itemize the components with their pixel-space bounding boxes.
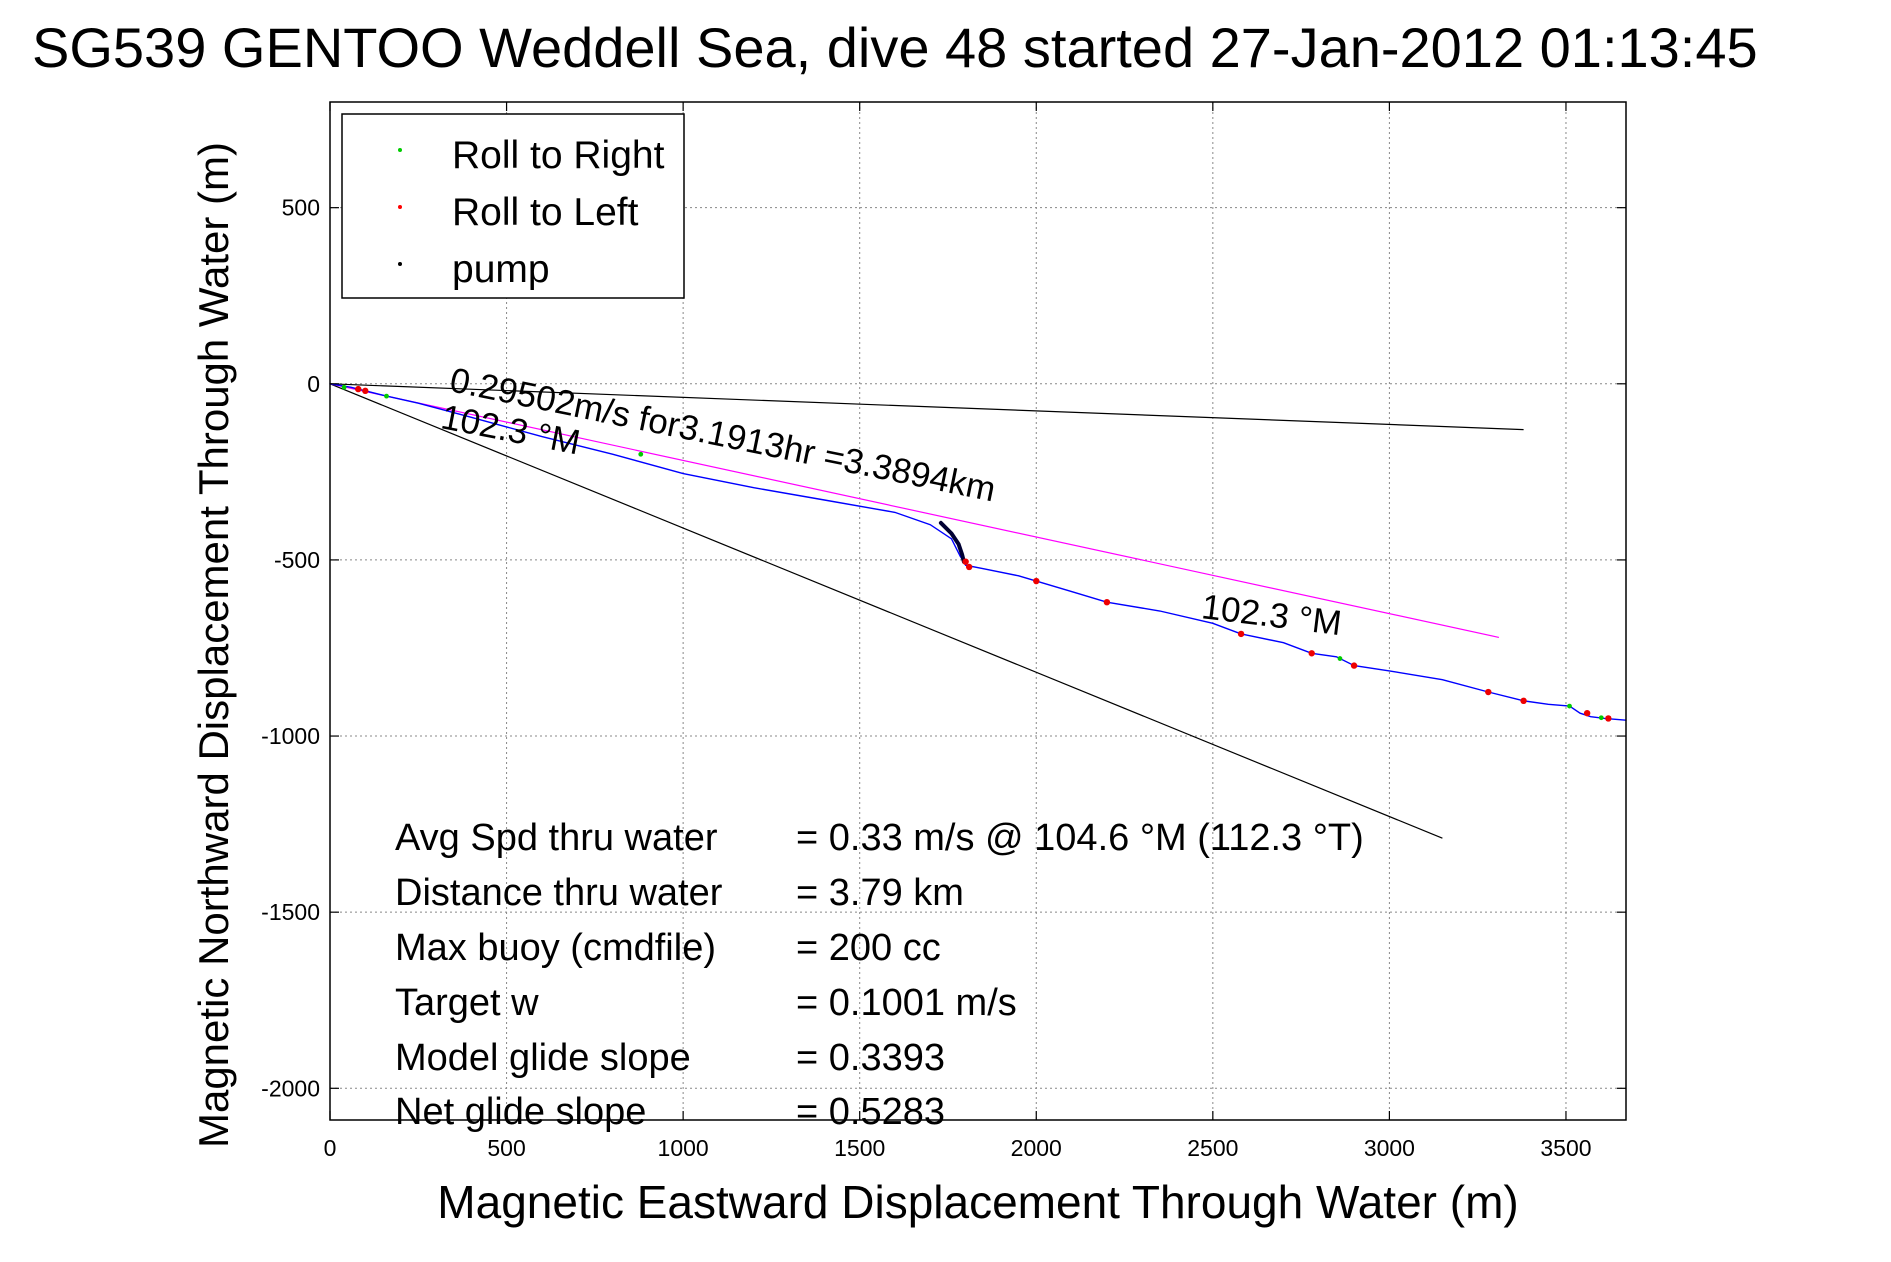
- roll-left-marker: [1237, 630, 1245, 638]
- pump-track-segment: [938, 520, 966, 564]
- y-tick-label: -1000: [261, 723, 320, 749]
- stat-label-model-glide: Model glide slope: [395, 1037, 691, 1079]
- roll-right-marker: [638, 451, 644, 457]
- stat-label-avg-speed: Avg Spd thru water: [395, 817, 718, 859]
- y-tick-label: -500: [274, 547, 320, 573]
- stat-label-distance: Distance thru water: [395, 872, 723, 914]
- roll-left-marker: [965, 563, 973, 571]
- stat-value-avg-speed: = 0.33 m/s @ 104.6 °M (112.3 °T): [796, 817, 1364, 859]
- y-axis-ticks: 500 0 -500 -1000 -1500 -2000: [261, 195, 1626, 1101]
- stats-block: Avg Spd thru water = 0.33 m/s @ 104.6 °M…: [395, 817, 1364, 1133]
- x-axis-label: Magnetic Eastward Displacement Through W…: [437, 1176, 1518, 1228]
- mean-velocity-line: [329, 383, 1500, 638]
- roll-right-marker: [341, 384, 347, 390]
- roll-markers: [341, 384, 1612, 722]
- roll-left-marker: [355, 385, 362, 393]
- y-tick-label: -2000: [261, 1075, 320, 1101]
- y-tick-label: -1500: [261, 899, 320, 925]
- stat-value-target-w: = 0.1001 m/s: [796, 982, 1017, 1024]
- reference-lines: [329, 383, 1524, 839]
- x-tick-label: 2000: [1011, 1135, 1062, 1161]
- legend-marker-roll-left: [398, 205, 402, 209]
- x-tick-label: 0: [324, 1135, 337, 1161]
- roll-left-marker: [1103, 598, 1111, 606]
- track-series: [329, 383, 1627, 721]
- stat-label-target-w: Target w: [395, 982, 539, 1024]
- roll-left-marker: [962, 558, 969, 565]
- legend-marker-roll-right: [398, 148, 402, 152]
- legend: Roll to Right Roll to Left pump: [341, 113, 685, 299]
- x-tick-label: 500: [487, 1135, 525, 1161]
- y-axis-label: Magnetic Northward Displacement Through …: [190, 142, 237, 1148]
- roll-right-marker: [1337, 656, 1343, 661]
- legend-label-roll-right: Roll to Right: [452, 134, 665, 177]
- roll-right-marker: [1598, 715, 1604, 721]
- legend-label-roll-left: Roll to Left: [452, 191, 639, 234]
- stat-value-model-glide: = 0.3393: [796, 1037, 945, 1079]
- stat-value-max-buoy: = 200 cc: [796, 927, 941, 969]
- roll-left-marker: [1605, 715, 1612, 722]
- heading-reference-line: [329, 383, 1524, 431]
- roll-left-marker: [362, 387, 369, 395]
- roll-left-marker: [1033, 577, 1040, 585]
- stat-label-net-glide: Net glide slope: [395, 1091, 646, 1133]
- x-axis-ticks: 0 500 1000 1500 2000 2500 3000 3500: [324, 102, 1592, 1161]
- glider-track-line: [329, 383, 1627, 721]
- roll-right-marker: [384, 393, 389, 399]
- roll-left-marker: [1308, 650, 1315, 657]
- x-tick-label: 1000: [658, 1135, 709, 1161]
- roll-left-marker: [1520, 697, 1527, 705]
- stat-value-net-glide: = 0.5283: [796, 1091, 945, 1133]
- chart-title: SG539 GENTOO Weddell Sea, dive 48 starte…: [32, 16, 1758, 79]
- x-tick-label: 3500: [1540, 1135, 1591, 1161]
- y-tick-label: 0: [307, 371, 320, 397]
- x-tick-label: 2500: [1187, 1135, 1238, 1161]
- roll-left-marker: [1485, 688, 1492, 696]
- x-tick-label: 3000: [1364, 1135, 1415, 1161]
- heading-reference-line: [329, 383, 1443, 839]
- roll-left-marker: [1583, 709, 1591, 717]
- roll-left-marker: [1350, 662, 1358, 669]
- y-tick-label: 500: [282, 195, 320, 221]
- legend-marker-pump: [398, 262, 402, 266]
- x-tick-label: 1500: [834, 1135, 885, 1161]
- plot-frame: [329, 101, 1627, 1121]
- roll-right-marker: [1567, 703, 1572, 709]
- legend-label-pump: pump: [452, 248, 550, 291]
- stat-label-max-buoy: Max buoy (cmdfile): [395, 927, 716, 969]
- stat-value-distance: = 3.79 km: [796, 872, 964, 914]
